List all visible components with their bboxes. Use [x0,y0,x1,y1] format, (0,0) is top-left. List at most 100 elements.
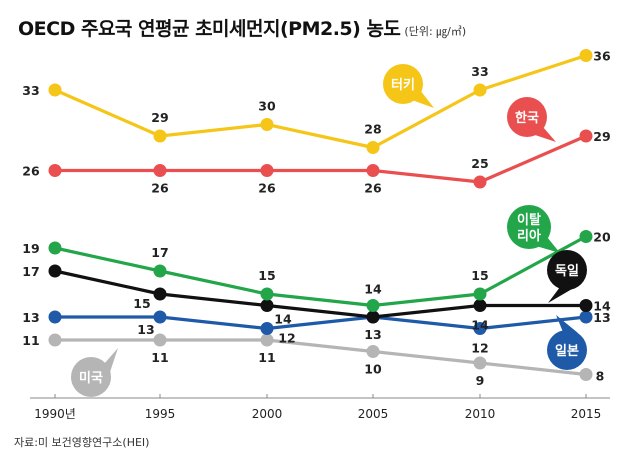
source-note: 자료:미 보건영향연구소(HEI) [14,436,150,449]
data-point [48,264,62,278]
data-point [366,345,380,358]
data-label: 36 [593,49,611,64]
data-label: 13 [22,310,39,325]
data-point [473,322,487,335]
legend-label: 터키 [391,77,415,93]
data-label: 33 [471,64,488,79]
data-label: 30 [258,99,276,114]
x-tick-label: 2000 [252,407,283,421]
data-point [48,83,62,97]
data-label: 14 [593,299,611,314]
data-point [579,368,593,381]
data-point [260,287,274,301]
data-point [153,333,167,347]
x-tick-label: 2015 [571,407,602,421]
data-point [579,310,593,324]
unit-label: (단위: ㎍/㎥) [404,25,467,38]
legend-label: 이탈 [517,212,541,228]
data-point [48,241,62,255]
legend-label: 독일 [555,264,579,279]
series-line-2 [53,234,588,308]
x-tick-label: 1995 [145,407,176,421]
data-point [473,299,487,312]
data-point [579,230,593,243]
data-label: 10 [364,362,382,377]
series-line-4 [53,315,588,331]
data-label: 9 [476,373,485,388]
data-label: 15 [133,296,150,311]
data-point [260,322,274,335]
data-point [473,287,487,301]
data-label: 13 [137,322,154,337]
legend-label: 미국 [79,370,103,386]
data-label: 12 [471,341,488,356]
chart-title: OECD 주요국 연평균 초미세먼지(PM2.5) 농도 [18,18,401,40]
data-label: 19 [22,241,39,256]
data-point [366,310,380,324]
data-point [153,164,167,177]
legend-label: 리아 [517,228,541,244]
data-point [153,287,167,301]
data-label: 25 [471,156,488,171]
data-point [260,333,274,347]
data-label: 13 [593,310,610,325]
data-label: 15 [471,268,488,283]
data-point [366,164,380,177]
data-point [579,49,593,62]
data-label: 20 [593,230,611,245]
legend-label: 한국 [515,110,539,126]
series-line-3 [53,269,588,319]
data-label: 11 [151,350,168,365]
data-point [153,129,167,143]
series-line-5 [53,338,588,377]
data-label: 33 [22,83,39,98]
data-label: 17 [151,245,168,260]
data-label: 11 [258,350,275,365]
data-label: 26 [22,164,40,179]
chart-title-block: OECD 주요국 연평균 초미세먼지(PM2.5) 농도 (단위: ㎍/㎥) [18,14,466,41]
data-point [48,310,62,324]
data-label: 17 [22,264,39,279]
x-tick-label: 1990년 [34,407,76,421]
data-point [153,310,167,324]
data-label: 29 [593,129,610,144]
legend-bubble [507,205,551,249]
data-point [260,164,274,177]
data-point [579,129,593,143]
data-label: 28 [364,122,381,137]
data-label: 26 [364,181,382,196]
data-label: 12 [278,331,295,346]
data-label: 14 [364,282,382,297]
series-line-1 [53,134,588,184]
data-point [260,118,274,131]
data-point [366,141,380,154]
data-point [473,356,487,370]
data-point [260,299,274,312]
data-point [579,299,593,312]
data-point [473,175,487,189]
data-label: 14 [471,318,489,333]
data-label: 11 [22,333,39,348]
legend-bubble-tail [548,287,572,303]
data-label: 15 [258,268,275,283]
data-label: 14 [274,312,292,327]
legend-bubble [547,250,587,290]
legend-bubble [71,357,111,397]
legend-bubble [547,330,587,370]
x-tick-label: 2010 [465,407,496,421]
legend-bubble [507,97,547,137]
data-label: 29 [151,110,168,125]
legend-bubble-tail [556,315,578,333]
data-label: 13 [364,327,381,342]
data-label: 8 [596,369,605,384]
data-point [366,299,380,312]
data-point [48,333,62,347]
data-label: 26 [151,181,169,196]
data-label: 26 [258,181,276,196]
legend-bubble-tail [536,237,560,253]
data-point [153,264,167,278]
data-point [473,83,487,97]
legend-bubble [383,64,423,104]
legend-label: 일본 [555,344,579,359]
